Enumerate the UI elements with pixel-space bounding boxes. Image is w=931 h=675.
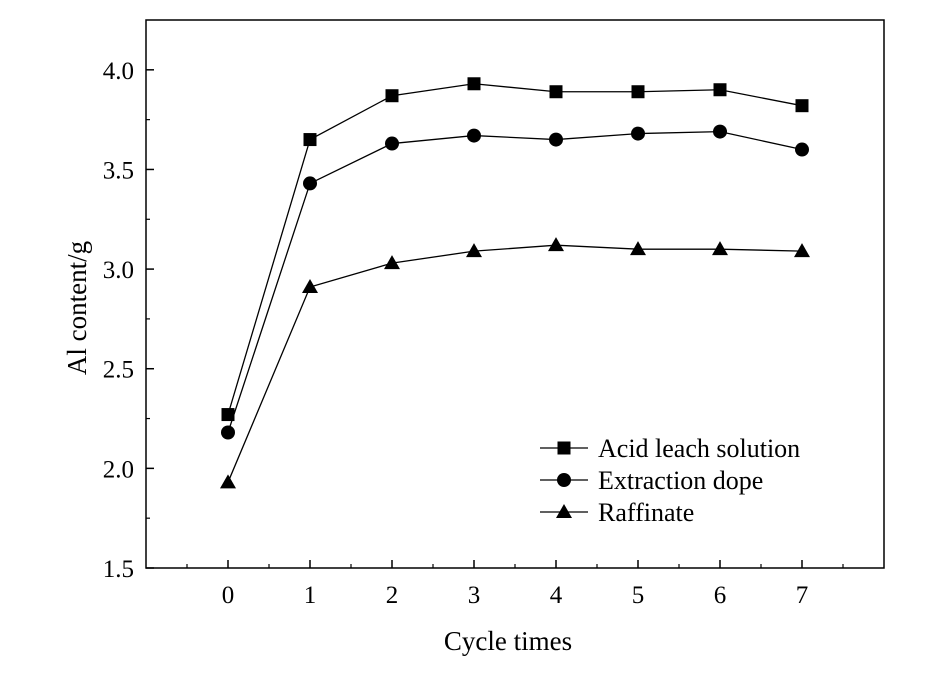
data-point-circle [303, 176, 317, 191]
x-tick-label: 5 [632, 582, 645, 609]
y-tick-label: 2.0 [103, 456, 134, 483]
x-tick-label: 2 [386, 582, 399, 609]
y-tick-label: 1.5 [103, 556, 134, 583]
legend-label: Acid leach solution [598, 434, 800, 463]
data-point-triangle [712, 241, 728, 256]
series-layer [220, 77, 810, 489]
y-tick-label: 4.0 [103, 58, 134, 85]
data-point-square [795, 99, 809, 113]
legend-item: Extraction dope [540, 466, 763, 495]
series-triangle [220, 237, 810, 489]
y-tick-label: 3.5 [103, 157, 134, 184]
series-line [227, 244, 803, 483]
data-point-triangle [302, 279, 318, 294]
data-point-triangle [794, 243, 810, 258]
x-tick-label: 7 [796, 582, 809, 609]
data-point-square [549, 85, 563, 99]
legend: Acid leach solution Extraction dope Raffin… [540, 434, 800, 527]
data-point-triangle [384, 255, 400, 270]
data-point-square [385, 89, 399, 103]
legend-marker-square [557, 441, 571, 455]
series-line [227, 83, 803, 415]
series-square [221, 77, 809, 422]
data-point-circle [221, 425, 235, 440]
data-point-circle [549, 132, 563, 147]
x-tick-label: 3 [468, 582, 481, 609]
legend-marker-circle [557, 473, 571, 487]
legend-item: Raffinate [540, 498, 694, 527]
series-circle [221, 124, 809, 440]
x-tick-label: 4 [550, 582, 563, 609]
legend-item: Acid leach solution [540, 434, 800, 463]
x-tick-label: 1 [304, 582, 317, 609]
data-point-square [467, 77, 481, 91]
x-tick-label: 0 [222, 582, 235, 609]
data-point-circle [713, 124, 727, 139]
plot-area-frame [145, 19, 885, 569]
data-point-triangle [220, 474, 236, 489]
y-tick-label: 3.0 [103, 257, 134, 284]
data-point-circle [631, 126, 645, 141]
series-line [227, 130, 803, 433]
y-axis-title: Al content/g [62, 241, 92, 375]
legend-label: Raffinate [598, 498, 694, 527]
data-point-triangle [466, 243, 482, 258]
y-tick-label: 2.5 [103, 357, 134, 384]
data-point-square [303, 133, 317, 147]
data-point-square [221, 408, 235, 422]
x-tick-label: 6 [714, 582, 727, 609]
data-point-square [713, 83, 727, 97]
data-point-circle [385, 136, 399, 151]
data-point-triangle [630, 241, 646, 256]
x-axis-title: Cycle times [444, 626, 572, 656]
data-point-triangle [548, 237, 564, 252]
data-point-square [631, 85, 645, 99]
legend-marker-triangle [556, 504, 572, 518]
data-point-circle [795, 142, 809, 157]
data-point-circle [467, 128, 481, 143]
x-axis: 0 1 2 3 4 5 6 7 [186, 560, 844, 609]
legend-label: Extraction dope [598, 466, 763, 495]
y-axis: 1.5 2.0 2.5 3.0 3.5 4.0 [103, 58, 154, 583]
